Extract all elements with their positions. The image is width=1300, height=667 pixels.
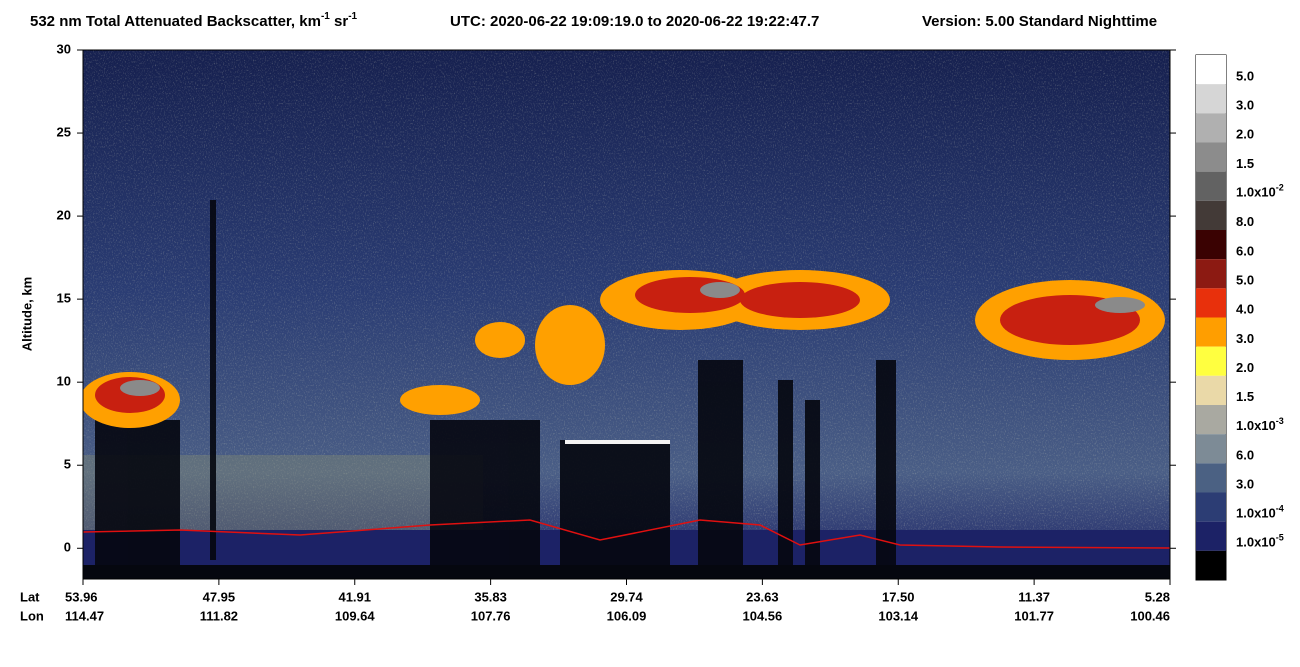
title-utc: UTC: 2020-06-22 19:09:19.0 to 2020-06-22… [450,13,819,30]
colorbar-swatch [1196,288,1226,318]
x-tick-label: 100.46 [1130,608,1170,623]
y-tick-label: 10 [57,374,71,389]
colorbar-swatch [1196,492,1226,522]
colorbar-label-exp: -4 [1276,504,1284,514]
colorbar-label: 6.0 [1236,243,1254,258]
colorbar-label: 2.0 [1236,360,1254,375]
x-tick-label: 35.83 [474,589,507,604]
x-tick-label: 23.63 [746,589,779,604]
x-tick-label: 107.76 [471,608,511,623]
x-tick-label: 101.77 [1014,608,1054,623]
colorbar-label-exp: -2 [1276,183,1284,193]
x-tick-label: 111.82 [200,608,238,623]
y-axis-label: Altitude, km [19,277,34,351]
colorbar-swatch [1196,84,1226,114]
title-unit: sr [330,13,349,30]
colorbar-label: 2.0 [1236,127,1254,142]
colorbar-label-base: 1.0x10 [1236,506,1276,521]
colorbar-label-exp: -5 [1276,533,1284,543]
colorbar-label-base: 1.0x10 [1236,535,1276,550]
colorbar-swatch [1196,434,1226,464]
colorbar-swatch [1196,171,1226,201]
colorbar-label: 3.0 [1236,477,1254,492]
title-exp: -1 [348,11,357,22]
colorbar-swatch [1196,550,1226,580]
colorbar-label: 5.0 [1236,272,1254,287]
y-tick-label: 25 [57,124,71,139]
x-tick-label: 41.91 [338,589,371,604]
colorbar-label: 3.0 [1236,97,1254,112]
y-tick-label: 15 [57,291,71,306]
x-tick-label: 104.56 [742,608,782,623]
x-tick-label: 11.37 [1018,589,1050,604]
colorbar-label: 1.0x10-2 [1236,183,1284,200]
colorbar-swatch [1196,200,1226,230]
colorbar-label: 8.0 [1236,214,1254,229]
x-tick-label: 17.50 [882,589,915,604]
y-tick-label: 20 [57,208,71,223]
colorbar-label: 1.0x10-3 [1236,416,1284,433]
title-exp: -1 [321,11,330,22]
colorbar-label-base: 1.0x10 [1236,185,1276,200]
colorbar-label-base: 1.0x10 [1236,418,1276,433]
colorbar-swatch [1196,113,1226,143]
x-tick-label: 29.74 [610,589,643,604]
colorbar-label: 1.0x10-5 [1236,533,1284,550]
colorbar-label: 3.0 [1236,331,1254,346]
colorbar-label: 6.0 [1236,447,1254,462]
colorbar-label: 5.0 [1236,68,1254,83]
colorbar-swatch [1196,317,1226,347]
title-version: Version: 5.00 Standard Nighttime [922,13,1157,30]
colorbar-label: 1.5 [1236,156,1254,171]
x-tick-label: 53.96 [65,589,98,604]
y-tick-label: 0 [64,540,71,555]
x-tick-label: 106.09 [607,608,647,623]
title-text: 532 nm Total Attenuated Backscatter, km [30,13,321,30]
colorbar-swatch [1196,142,1226,172]
x-row-label: Lon [20,608,44,623]
chart-title: 532 nm Total Attenuated Backscatter, km-… [30,11,358,30]
colorbar-label: 1.5 [1236,389,1254,404]
x-tick-label: 47.95 [203,589,236,604]
x-tick-label: 5.28 [1145,589,1170,604]
colorbar-swatch [1196,405,1226,435]
colorbar-label: 4.0 [1236,302,1254,317]
x-tick-label: 109.64 [335,608,376,623]
colorbar-swatch [1196,463,1226,493]
y-tick-label: 30 [57,41,71,56]
colorbar-label-exp: -3 [1276,416,1284,426]
colorbar-swatch [1196,346,1226,376]
x-row-label: Lat [20,589,40,604]
colorbar-label: 1.0x10-4 [1236,504,1284,521]
colorbar-swatch [1196,521,1226,551]
colorbar-swatch [1196,375,1226,405]
y-tick-label: 5 [64,457,71,472]
x-tick-label: 103.14 [878,608,919,623]
colorbar-swatch [1196,55,1226,85]
x-tick-label: 114.47 [65,608,104,623]
colorbar-swatch [1196,230,1226,260]
colorbar-swatch [1196,259,1226,289]
backscatter-image [83,50,1170,579]
